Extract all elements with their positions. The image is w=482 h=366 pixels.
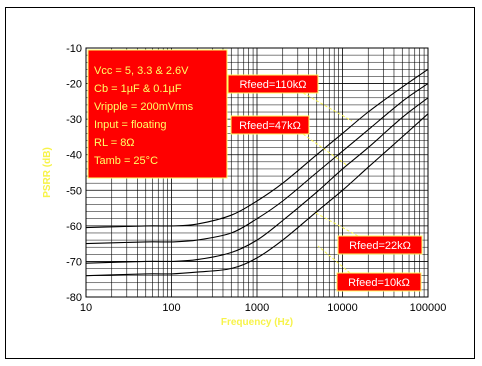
conditions-box: Vcc = 5, 3.3 & 2.6V Cb = 1µF & 0.1µF Vri… (87, 49, 228, 179)
x-tick-label: 10000 (327, 302, 358, 314)
leader-line (313, 211, 359, 237)
x-axis-label: Frequency (Hz) (221, 317, 293, 328)
y-tick-label: -30 (66, 114, 82, 126)
series-tag-rfeed-10k: Rfeed=10kΩ (336, 272, 422, 292)
condition-line: RL = 8Ω (94, 137, 135, 149)
series-tag-background (337, 235, 423, 255)
x-tick-labels: 10 100 1000 10000 100000 (80, 302, 446, 314)
condition-line: Cb = 1µF & 0.1µF (94, 83, 182, 95)
condition-line: Tamb = 25°C (94, 155, 158, 167)
series-tag-label: Rfeed=10kΩ (348, 277, 410, 289)
x-tick-label: 100 (162, 302, 180, 314)
y-tick-label: -40 (66, 150, 82, 162)
y-tick-label: -60 (66, 221, 82, 233)
y-axis-label: PSRR (dB) (42, 147, 53, 198)
label-leaders (302, 92, 359, 274)
series-line-0 (85, 68, 429, 229)
series-tag-background (227, 74, 319, 94)
y-tick-label: -20 (66, 79, 82, 91)
series-line-3 (85, 113, 429, 277)
series-line-1 (85, 83, 429, 245)
series-tag-label: Rfeed=110kΩ (239, 79, 306, 91)
y-tick-label: -70 (66, 256, 82, 268)
y-tick-label: -80 (66, 292, 82, 304)
condition-line: Vripple = 200mVrms (94, 101, 194, 113)
series-tag-background (336, 272, 422, 292)
x-tick-label: 1000 (245, 302, 269, 314)
series-tag-rfeed-110k: Rfeed=110kΩ (227, 74, 319, 94)
x-tick-label: 100000 (410, 302, 447, 314)
series-tag-label: Rfeed=22kΩ (349, 240, 411, 252)
series-lines (85, 68, 429, 277)
condition-line: Input = floating (94, 119, 166, 131)
series-line-2 (85, 97, 429, 264)
y-tick-labels: -10 -20 -30 -40 -50 -60 -70 -80 (66, 43, 82, 304)
leader-line (317, 245, 351, 274)
leader-line (302, 133, 349, 167)
series-tag-rfeed-22k: Rfeed=22kΩ (337, 235, 423, 255)
conditions-box-background (87, 49, 228, 179)
y-tick-label: -50 (66, 185, 82, 197)
y-tick-label: -10 (66, 43, 82, 55)
leader-line (302, 92, 353, 122)
plot-border (85, 47, 429, 298)
series-tag-background (230, 115, 310, 135)
x-tick-label: 10 (80, 302, 92, 314)
series-tag-label: Rfeed=47kΩ (239, 120, 301, 132)
series-tag-rfeed-47k: Rfeed=47kΩ (230, 115, 310, 135)
condition-line: Vcc = 5, 3.3 & 2.6V (94, 65, 189, 77)
